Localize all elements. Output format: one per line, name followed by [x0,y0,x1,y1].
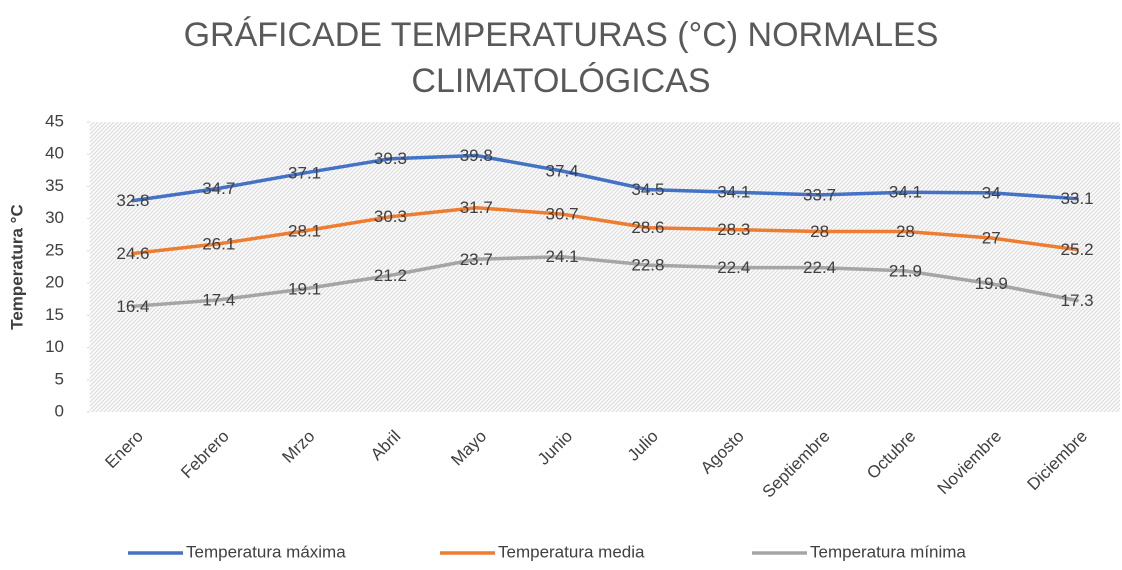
x-tick-label: Agosto [697,427,748,478]
series-line [131,254,1079,309]
data-label: 39.8 [460,146,493,165]
data-label: 19.9 [975,274,1008,293]
data-label: 34 [982,183,1001,202]
x-tick-label: Junio [534,427,576,469]
legend-label: Temperatura máxima [186,542,346,561]
data-label: 23.7 [460,250,493,269]
data-label: 37.1 [288,163,321,182]
data-label: 39.3 [374,149,407,168]
y-tick-label: 25 [45,240,64,259]
data-label: 26.1 [202,234,235,253]
y-tick-label: 20 [45,273,64,292]
y-tick-label: 40 [45,144,64,163]
y-tick-label: 5 [55,369,64,388]
plot-area [90,122,1120,412]
data-label: 28.1 [288,221,321,240]
data-label: 25.2 [1061,240,1094,259]
data-label: 28.3 [717,220,750,239]
data-label: 17.3 [1061,291,1094,310]
data-label: 24.6 [116,244,149,263]
data-label: 34.1 [889,183,922,202]
data-label: 24.1 [546,247,579,266]
y-tick-label: 0 [55,401,64,420]
data-label: 32.8 [116,191,149,210]
data-label: 30.7 [546,205,579,224]
chart-title: GRÁFICADE TEMPERATURAS (°C) NORMALES CLI… [183,16,939,100]
data-label: 34.5 [631,180,664,199]
x-tick-label: Octubre [863,427,919,483]
data-label: 33.1 [1061,189,1094,208]
data-label: 30.3 [374,207,407,226]
x-tick-label: Noviembre [934,427,1006,499]
data-label: 21.2 [374,266,407,285]
x-tick-label: Mrzo [278,427,318,467]
data-label: 28.6 [631,218,664,237]
data-label: 34.1 [717,183,750,202]
y-tick-label: 30 [45,208,64,227]
legend-label: Temperatura mínima [810,542,966,561]
data-label: 34.7 [202,179,235,198]
data-label: 16.4 [116,297,149,316]
x-tick-label: Mayo [447,427,490,470]
y-tick-label: 15 [45,305,64,324]
x-tick-label: Febrero [177,427,233,483]
data-label: 28 [810,222,829,241]
data-label: 17.4 [202,290,235,309]
data-label: 22.4 [803,258,836,277]
data-label: 31.7 [460,198,493,217]
data-label: 19.1 [288,279,321,298]
y-tick-label: 10 [45,337,64,356]
y-tick-label: 35 [45,176,64,195]
data-label: 21.9 [889,261,922,280]
x-tick-label: Julio [624,427,662,465]
x-tick-label: Abril [367,427,404,464]
y-axis-label: Temperatura °C [7,204,26,330]
data-label: 28 [896,222,915,241]
data-label: 33.7 [803,185,836,204]
data-label: 37.4 [546,161,579,180]
x-tick-label: Diciembre [1024,427,1092,495]
data-label: 27 [982,228,1001,247]
series-line [131,153,1079,203]
x-tick-label: Enero [101,427,147,473]
data-label: 22.8 [631,256,664,275]
legend-label: Temperatura media [498,542,645,561]
y-tick-label: 45 [45,111,64,130]
data-label: 22.4 [717,258,750,277]
series-line [131,205,1079,256]
x-tick-label: Septiembre [759,427,834,502]
